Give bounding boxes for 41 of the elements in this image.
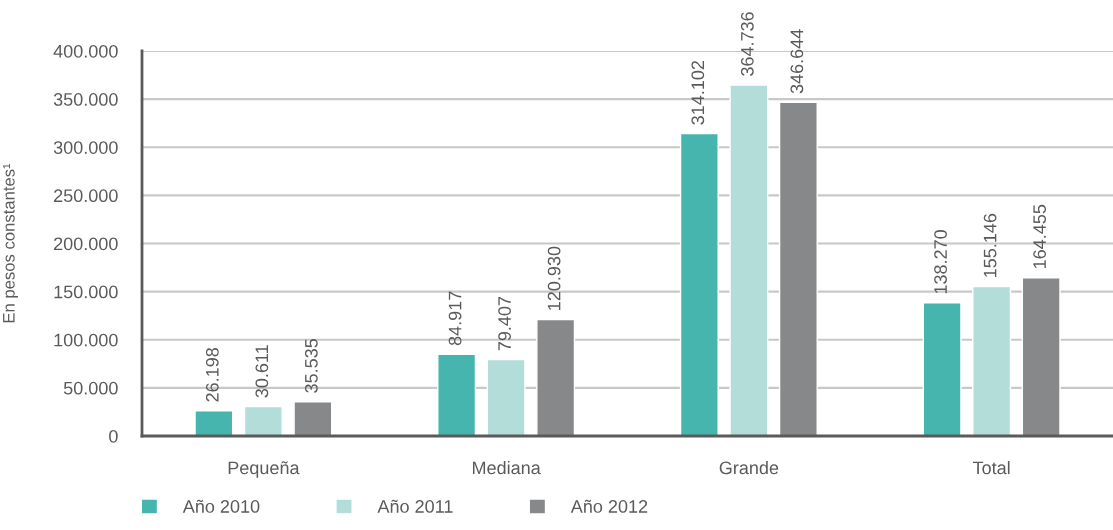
- bar: [486, 358, 526, 436]
- bar: [922, 302, 962, 436]
- data-label: 364.736: [740, 12, 754, 76]
- y-tick-label: 400.000: [53, 44, 118, 58]
- x-tick-label: Grande: [719, 461, 779, 475]
- data-label: 30.611: [255, 345, 269, 398]
- data-label: 164.455: [1033, 204, 1046, 268]
- bar: [972, 285, 1012, 436]
- data-label: 120.930: [547, 246, 561, 310]
- y-tick-label: 350.000: [53, 93, 118, 106]
- legend-label: Año 2010: [182, 499, 260, 513]
- data-label: 35.535: [304, 339, 318, 393]
- data-label: 346.644: [790, 29, 804, 94]
- legend-label: Año 2011: [377, 499, 453, 513]
- bar: [194, 410, 234, 436]
- bar: [437, 353, 477, 436]
- x-tick-label: Mediana: [472, 461, 541, 475]
- y-tick-label: 200.000: [54, 237, 118, 251]
- y-tick-label: 250.000: [54, 189, 118, 203]
- bar: [243, 405, 283, 436]
- data-label: 138.270: [934, 230, 947, 294]
- data-label: 314.102: [691, 60, 705, 125]
- bar: [729, 84, 769, 436]
- x-tick-label: Pequeña: [228, 461, 300, 478]
- x-tick-label: Total: [972, 461, 1010, 475]
- y-tick-label: 300.000: [53, 141, 118, 154]
- bar: [1021, 277, 1061, 436]
- y-tick-label: 0: [109, 429, 118, 443]
- bar: [778, 101, 818, 436]
- data-label: 26.198: [205, 348, 219, 402]
- legend-label: Año 2012: [570, 499, 648, 513]
- y-tick-label: 150.000: [54, 285, 118, 299]
- y-axis-title: En pesos constantes¹: [3, 163, 18, 323]
- bar: [679, 132, 719, 436]
- data-label: 79.407: [498, 296, 511, 351]
- data-label: 84.917: [448, 291, 462, 346]
- y-tick-label: 50.000: [63, 381, 118, 395]
- data-label: 155.146: [983, 213, 997, 277]
- y-tick-label: 100.000: [54, 333, 118, 347]
- bar: [293, 401, 333, 436]
- bar: [536, 318, 576, 436]
